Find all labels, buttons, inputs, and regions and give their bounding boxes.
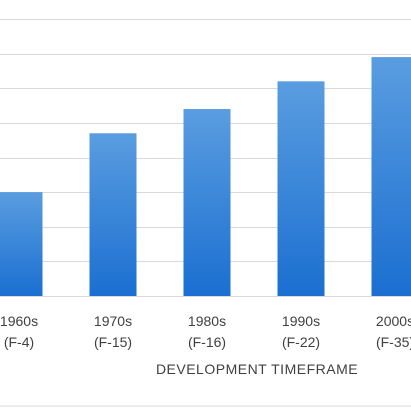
bar [371, 57, 411, 297]
bar [277, 81, 325, 296]
bar [183, 109, 231, 297]
bar [89, 133, 137, 296]
x-tick-label: 1970s (F-15) [94, 313, 132, 350]
bar [0, 192, 43, 296]
x-tick-label: 1960s (F-4) [0, 313, 38, 350]
x-tick-label: 2000s (F-35) [376, 313, 411, 350]
x-tick-label: 1990s (F-22) [282, 313, 320, 350]
x-axis-title: DEVELOPMENT TIMEFRAME [156, 361, 358, 377]
x-tick-label: 1980s (F-16) [188, 313, 226, 350]
